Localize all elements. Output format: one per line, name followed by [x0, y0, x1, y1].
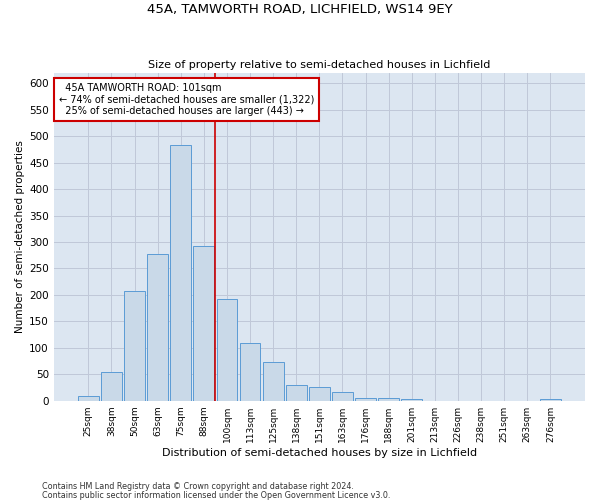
Title: Size of property relative to semi-detached houses in Lichfield: Size of property relative to semi-detach…	[148, 60, 491, 70]
Bar	[286, 385, 307, 400]
Bar	[309, 388, 330, 400]
Text: 45A, TAMWORTH ROAD, LICHFIELD, WS14 9EY: 45A, TAMWORTH ROAD, LICHFIELD, WS14 9EY	[147, 2, 453, 16]
Bar	[193, 246, 214, 400]
Bar	[124, 291, 145, 401]
Bar	[101, 372, 122, 400]
Bar	[170, 145, 191, 401]
X-axis label: Distribution of semi-detached houses by size in Lichfield: Distribution of semi-detached houses by …	[162, 448, 477, 458]
Bar	[263, 362, 284, 401]
Bar	[217, 298, 238, 400]
Bar	[355, 398, 376, 400]
Text: Contains public sector information licensed under the Open Government Licence v3: Contains public sector information licen…	[42, 490, 391, 500]
Bar	[379, 398, 399, 400]
Bar	[239, 342, 260, 400]
Text: 45A TAMWORTH ROAD: 101sqm
← 74% of semi-detached houses are smaller (1,322)
  25: 45A TAMWORTH ROAD: 101sqm ← 74% of semi-…	[59, 82, 314, 116]
Y-axis label: Number of semi-detached properties: Number of semi-detached properties	[15, 140, 25, 333]
Bar	[401, 399, 422, 400]
Bar	[78, 396, 99, 400]
Bar	[332, 392, 353, 400]
Bar	[147, 254, 168, 400]
Text: Contains HM Land Registry data © Crown copyright and database right 2024.: Contains HM Land Registry data © Crown c…	[42, 482, 354, 491]
Bar	[540, 399, 561, 400]
